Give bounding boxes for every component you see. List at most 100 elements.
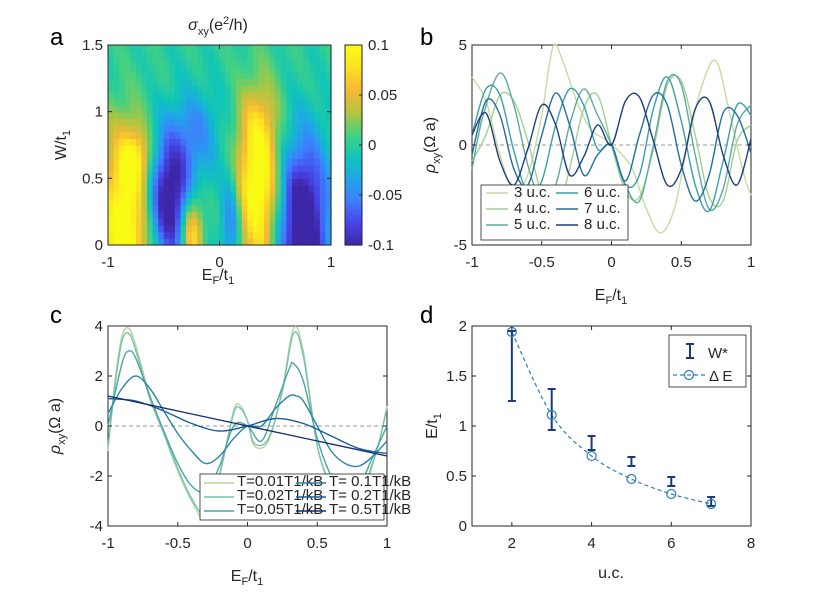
heatmap-cell xyxy=(147,45,154,53)
heatmap-cell xyxy=(135,125,143,133)
heatmap-cell xyxy=(119,91,126,99)
panel-d-ylabel: E/t1 xyxy=(424,413,444,439)
heatmap-cell xyxy=(130,211,137,219)
heatmap-cell xyxy=(325,131,332,139)
heatmap-cell xyxy=(113,78,120,86)
heatmap-cell xyxy=(219,191,226,199)
heatmap-cell xyxy=(130,98,137,106)
heatmap-cell xyxy=(252,58,260,66)
heatmap-cell xyxy=(108,218,115,226)
colorbar-segment xyxy=(345,105,362,110)
heatmap-cell xyxy=(308,225,315,233)
colorbar-segment xyxy=(345,237,362,242)
heatmap-cell xyxy=(264,225,271,233)
heatmap-cell xyxy=(119,138,126,146)
heatmap-cell xyxy=(258,205,265,213)
heatmap-cell xyxy=(169,218,176,226)
heatmap-cell xyxy=(247,118,254,126)
heatmap-cell xyxy=(202,151,209,159)
heatmap-cell xyxy=(124,105,131,113)
heatmap-cell xyxy=(247,211,254,219)
panel-b-ytick-label: -5 xyxy=(454,237,467,254)
heatmap-cell xyxy=(280,205,287,213)
heatmap-cell xyxy=(319,98,327,106)
heatmap-cell xyxy=(308,51,315,59)
heatmap-cell xyxy=(213,178,221,186)
heatmap-cell xyxy=(297,178,304,186)
legend-c-label: T= 0.5T1/kB xyxy=(329,501,411,518)
heatmap-cell xyxy=(269,51,276,59)
heatmap-cell xyxy=(108,165,115,173)
heatmap-cell xyxy=(119,78,126,86)
heatmap-cell xyxy=(236,238,243,246)
heatmap-cell xyxy=(286,118,293,126)
heatmap-cell xyxy=(141,65,148,73)
heatmap-cell xyxy=(308,151,315,159)
heatmap-cell xyxy=(219,91,226,99)
panel-c-ytick-label: 0 xyxy=(95,418,103,435)
heatmap-cell xyxy=(108,111,115,119)
heatmap-cell xyxy=(275,185,282,193)
heatmap-cell xyxy=(124,211,131,219)
heatmap-cell xyxy=(124,205,131,213)
heatmap-cell xyxy=(208,118,215,126)
heatmap-cell xyxy=(152,105,159,113)
heatmap-cell xyxy=(303,105,310,113)
heatmap-cell xyxy=(225,85,232,93)
heatmap-cell xyxy=(303,145,310,153)
heatmap-cell xyxy=(269,238,276,246)
heatmap-cell xyxy=(197,51,204,59)
heatmap-cell xyxy=(158,158,165,166)
heatmap-cell xyxy=(286,98,293,106)
heatmap-cell xyxy=(158,231,165,239)
heatmap-cell xyxy=(230,185,237,193)
heatmap-cell xyxy=(286,131,293,139)
heatmap-cell xyxy=(219,65,226,73)
panel-label-d: d xyxy=(420,302,433,329)
heatmap-cell xyxy=(147,78,154,86)
panel-c-series-line-3 xyxy=(107,375,388,468)
heatmap-cell xyxy=(303,198,310,206)
heatmap-cell xyxy=(191,71,198,79)
heatmap-cell xyxy=(124,51,131,59)
panel-d-xtick-label: 4 xyxy=(587,535,595,552)
colorbar-segment xyxy=(345,121,362,126)
heatmap-cell xyxy=(174,165,182,173)
heatmap-cell xyxy=(147,58,154,66)
heatmap-cell xyxy=(219,58,226,66)
heatmap-cell xyxy=(219,51,226,59)
legend-d-marker-swatch xyxy=(683,369,695,381)
colorbar-segment xyxy=(345,149,362,154)
colorbar-segment xyxy=(345,49,362,54)
heatmap-cell xyxy=(141,238,148,246)
heatmap-cell xyxy=(230,138,237,146)
heatmap-cell xyxy=(108,105,115,113)
heatmap-cell xyxy=(236,151,243,159)
heatmap-cell xyxy=(225,211,232,219)
heatmap-cell xyxy=(236,198,243,206)
heatmap-cell xyxy=(191,171,198,179)
legend-d-label: W* xyxy=(708,345,728,362)
heatmap-cell xyxy=(158,218,165,226)
heatmap-cell xyxy=(314,151,321,159)
heatmap-cell xyxy=(208,138,215,146)
heatmap-cell xyxy=(314,238,321,246)
heatmap-cell xyxy=(135,191,143,199)
heatmap-cell xyxy=(286,165,293,173)
heatmap-cell xyxy=(319,145,327,153)
heatmap-cell xyxy=(163,231,170,239)
colorbar-segment xyxy=(345,133,362,138)
heatmap-cell xyxy=(135,145,143,153)
heatmap-cell xyxy=(186,51,193,59)
heatmap-cell xyxy=(230,125,237,133)
heatmap-cell xyxy=(264,98,271,106)
heatmap-cell xyxy=(291,91,299,99)
heatmap-cell xyxy=(208,151,215,159)
heatmap-cell xyxy=(163,225,170,233)
panel-b-xtick-label: 1 xyxy=(747,254,755,271)
heatmap-xlabel: EF/t1 xyxy=(202,267,234,287)
heatmap-cell xyxy=(280,105,287,113)
heatmap-cell xyxy=(308,145,315,153)
heatmap-cell xyxy=(130,218,137,226)
colorbar-segment xyxy=(345,97,362,102)
